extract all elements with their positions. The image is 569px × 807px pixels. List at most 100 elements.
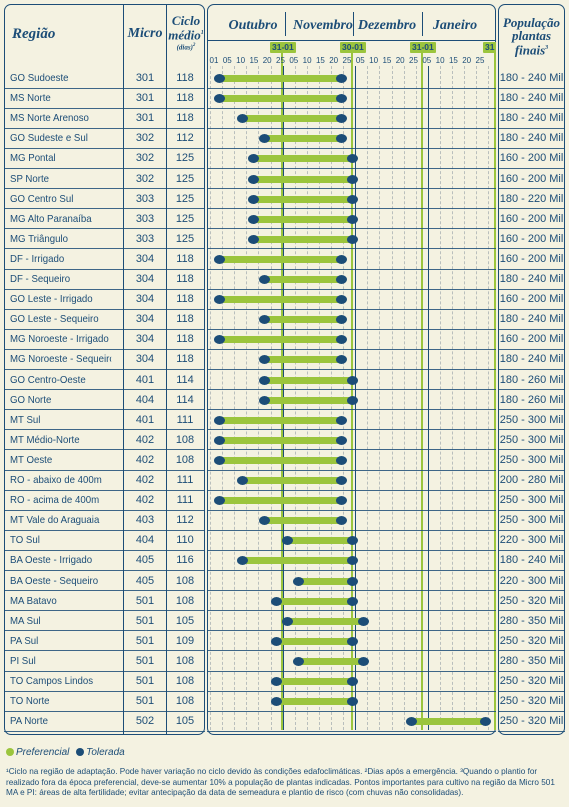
cell-ciclo: 111 [176, 474, 194, 486]
cell-population: 180 - 240 Mil [499, 273, 564, 285]
row-separator [4, 650, 205, 652]
row-separator [498, 650, 565, 652]
preferencial-bar [219, 456, 342, 464]
row-separator [4, 409, 205, 411]
preferencial-bar [286, 537, 353, 545]
row-separator [498, 228, 565, 230]
cell-region: MS Norte [10, 92, 51, 105]
cell-micro: 304 [135, 353, 155, 366]
header-ciclo-unit-sup: 2 [192, 43, 196, 49]
cell-region: MG Noroeste - Irrigado [10, 333, 109, 346]
row-separator [207, 308, 496, 310]
row-separator [498, 208, 565, 210]
row-separator [4, 710, 205, 712]
row-separator [498, 670, 565, 672]
row-separator [498, 268, 565, 270]
tolerada-end-dot [336, 355, 348, 365]
cell-region: MT Sul [10, 413, 41, 426]
cell-ciclo: 118 [176, 112, 194, 125]
pop-row: 160 - 200 Mil [498, 229, 565, 249]
preferencial-bar [219, 95, 342, 103]
table-row: MT Sul 401 111 [0, 410, 210, 430]
preferencial-bar [264, 135, 342, 143]
tolerada-start-dot [214, 435, 225, 445]
preferencial-bar [252, 215, 353, 223]
row-separator [4, 549, 205, 551]
row-separator [207, 570, 496, 571]
tolerada-start-dot [214, 295, 225, 305]
row-separator [498, 549, 565, 551]
cell-micro: 303 [135, 192, 155, 205]
tolerada-end-dot [336, 455, 348, 465]
preferencial-bar [219, 75, 342, 82]
preferencial-bar [264, 376, 353, 384]
row-separator [4, 389, 205, 391]
tolerada-end-dot [336, 134, 348, 144]
table-row: GO Leste - Irrigado 304 118 [0, 289, 210, 309]
table-row: MG Noroeste - Irrigado 304 118 [0, 329, 210, 349]
tolerada-end-dot [336, 415, 348, 425]
row-separator [207, 650, 496, 652]
pop-row: 200 - 280 Mil [498, 470, 565, 490]
header-ciclo-top: Ciclo [171, 13, 201, 28]
tolerada-end-dot [347, 556, 359, 566]
row-separator [498, 348, 565, 350]
pop-row: 250 - 300 Mil [498, 430, 565, 450]
day-label: 25 [276, 56, 285, 65]
tolerada-start-dot [293, 576, 305, 586]
cell-ciclo: 125 [175, 192, 195, 205]
grid-line [452, 66, 453, 730]
month-end-line [421, 42, 423, 730]
tolerada-end-dot [336, 275, 348, 284]
month-divider [285, 12, 286, 36]
pop-row: 180 - 240 Mil [498, 349, 565, 369]
row-separator [207, 529, 496, 531]
row-separator [4, 369, 205, 370]
pop-row: 180 - 260 Mil [498, 390, 565, 410]
table-row: GO Leste - Sequeiro 304 118 [0, 309, 210, 329]
tolerada-start-dot [259, 395, 271, 405]
cell-region: MG Noroeste - Sequeiro [10, 353, 112, 366]
cell-micro: 404 [135, 534, 155, 547]
cell-micro: 302 [135, 132, 155, 145]
tolerada-end-dot [347, 697, 359, 707]
tolerada-end-dot [336, 114, 348, 124]
cell-region: RO - acima de 400m [10, 494, 100, 507]
cell-micro: 501 [135, 634, 155, 647]
table-row: PI Sul 501 108 [0, 651, 210, 671]
row-separator [207, 610, 496, 612]
row-separator [498, 389, 565, 391]
cell-region: MA Sul [10, 614, 41, 627]
month-underline [208, 40, 495, 41]
day-label: 05 [355, 56, 365, 65]
pop-row: 160 - 200 Mil [498, 209, 565, 229]
row-separator [4, 127, 205, 129]
row-separator [4, 610, 205, 612]
preferencial-bar [411, 718, 486, 726]
cell-ciclo: 111 [176, 413, 194, 426]
cell-ciclo: 108 [175, 675, 195, 687]
table-row: MT Médio-Norte 402 108 [0, 430, 210, 450]
cell-region: PA Norte [10, 715, 48, 728]
cell-region: GO Leste - Irrigado [10, 293, 93, 306]
header-ciclo: Ciclo médio1 (dias)2 [167, 14, 205, 53]
day-label: 15 [249, 56, 259, 65]
cell-micro: 301 [135, 72, 155, 84]
cell-population: 180 - 240 Mil [499, 92, 564, 105]
tolerada-start-dot [270, 596, 282, 606]
row-separator [4, 87, 205, 89]
row-separator [498, 489, 565, 491]
cell-micro: 402 [135, 453, 155, 466]
table-row: MS Norte Arenoso 301 118 [0, 108, 210, 128]
tolerada-start-dot [247, 214, 259, 224]
cell-population: 160 - 200 Mil [499, 152, 564, 165]
grid-line [367, 66, 369, 730]
cell-region: GO Sudeste e Sul [10, 132, 88, 145]
tolerada-end-dot [347, 596, 359, 606]
cell-ciclo: 118 [176, 92, 194, 105]
day-label: 20 [329, 56, 339, 65]
cell-ciclo: 118 [176, 353, 194, 366]
cell-population: 250 - 300 Mil [499, 433, 564, 446]
pop-row: 250 - 320 Mil [498, 671, 565, 691]
row-separator [207, 107, 496, 109]
